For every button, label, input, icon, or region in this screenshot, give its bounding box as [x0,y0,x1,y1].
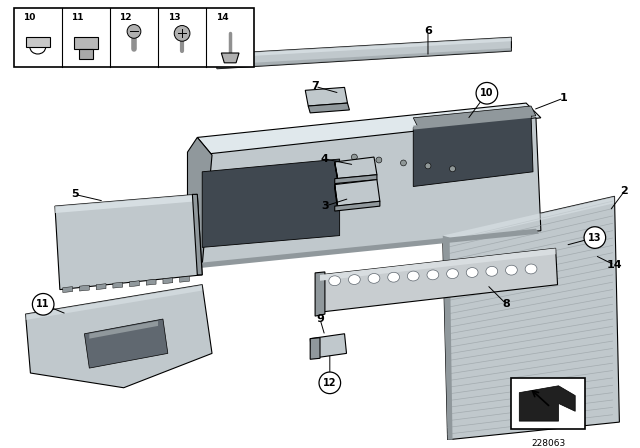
Text: 14: 14 [216,13,228,22]
Text: 228063: 228063 [531,439,565,448]
Text: 1: 1 [559,93,567,103]
Text: 10: 10 [24,13,36,22]
Polygon shape [55,194,197,213]
Polygon shape [217,48,511,69]
Circle shape [319,372,340,394]
Circle shape [174,26,190,41]
Circle shape [351,154,357,160]
Polygon shape [443,196,614,242]
Text: 12: 12 [120,13,132,22]
Text: 11: 11 [72,13,84,22]
Polygon shape [163,278,173,284]
Ellipse shape [525,264,537,274]
Ellipse shape [447,269,458,279]
Polygon shape [180,276,189,282]
Polygon shape [335,201,380,211]
Text: 4: 4 [321,154,329,164]
Circle shape [476,82,498,104]
Circle shape [449,166,456,172]
Polygon shape [221,53,239,63]
Polygon shape [413,106,536,128]
Ellipse shape [368,273,380,283]
Ellipse shape [467,267,478,277]
Polygon shape [335,162,338,181]
Text: 5: 5 [71,190,79,199]
Polygon shape [197,103,541,155]
Polygon shape [519,386,575,421]
Bar [511,378,585,429]
Text: 14: 14 [607,260,622,270]
Polygon shape [413,114,531,129]
Polygon shape [26,284,212,388]
Polygon shape [74,37,98,49]
Ellipse shape [427,270,439,280]
Polygon shape [443,196,620,440]
Ellipse shape [388,272,399,282]
Circle shape [33,293,54,315]
Bar [13,8,254,67]
Polygon shape [147,279,156,285]
Polygon shape [193,194,202,275]
Text: 9: 9 [316,314,324,324]
Polygon shape [96,284,106,289]
Text: 10: 10 [480,88,493,98]
Polygon shape [79,49,93,59]
Polygon shape [305,87,348,106]
Text: 11: 11 [36,299,50,309]
Polygon shape [335,157,377,179]
Polygon shape [310,334,346,358]
Polygon shape [188,138,212,265]
Ellipse shape [329,276,340,286]
Polygon shape [315,272,325,316]
Polygon shape [217,37,511,58]
Polygon shape [320,248,557,312]
Polygon shape [79,285,90,291]
Polygon shape [197,118,541,265]
Circle shape [127,25,141,38]
Polygon shape [320,248,556,281]
Circle shape [401,160,406,166]
Polygon shape [55,194,202,289]
Polygon shape [26,37,49,47]
Polygon shape [413,116,533,186]
Polygon shape [113,282,123,288]
Circle shape [425,163,431,169]
Polygon shape [90,321,158,339]
Polygon shape [308,103,349,113]
Ellipse shape [506,265,517,275]
Text: 8: 8 [502,299,510,309]
Polygon shape [129,281,140,287]
Polygon shape [197,229,539,268]
Text: 13: 13 [588,233,602,242]
Polygon shape [84,319,168,368]
Text: 7: 7 [311,82,319,91]
Circle shape [376,157,382,163]
Text: 13: 13 [168,13,180,22]
Polygon shape [335,185,338,210]
Polygon shape [335,180,380,206]
Ellipse shape [408,271,419,281]
Polygon shape [443,236,452,440]
Text: 2: 2 [620,186,628,196]
Ellipse shape [348,275,360,284]
Polygon shape [26,284,202,320]
Text: 6: 6 [424,26,432,36]
Ellipse shape [486,267,498,276]
Polygon shape [217,37,511,69]
Text: 3: 3 [321,201,329,211]
Polygon shape [310,338,320,359]
Circle shape [584,227,605,248]
Polygon shape [202,159,340,247]
Text: 12: 12 [323,378,337,388]
Polygon shape [63,287,72,293]
Polygon shape [335,175,377,184]
